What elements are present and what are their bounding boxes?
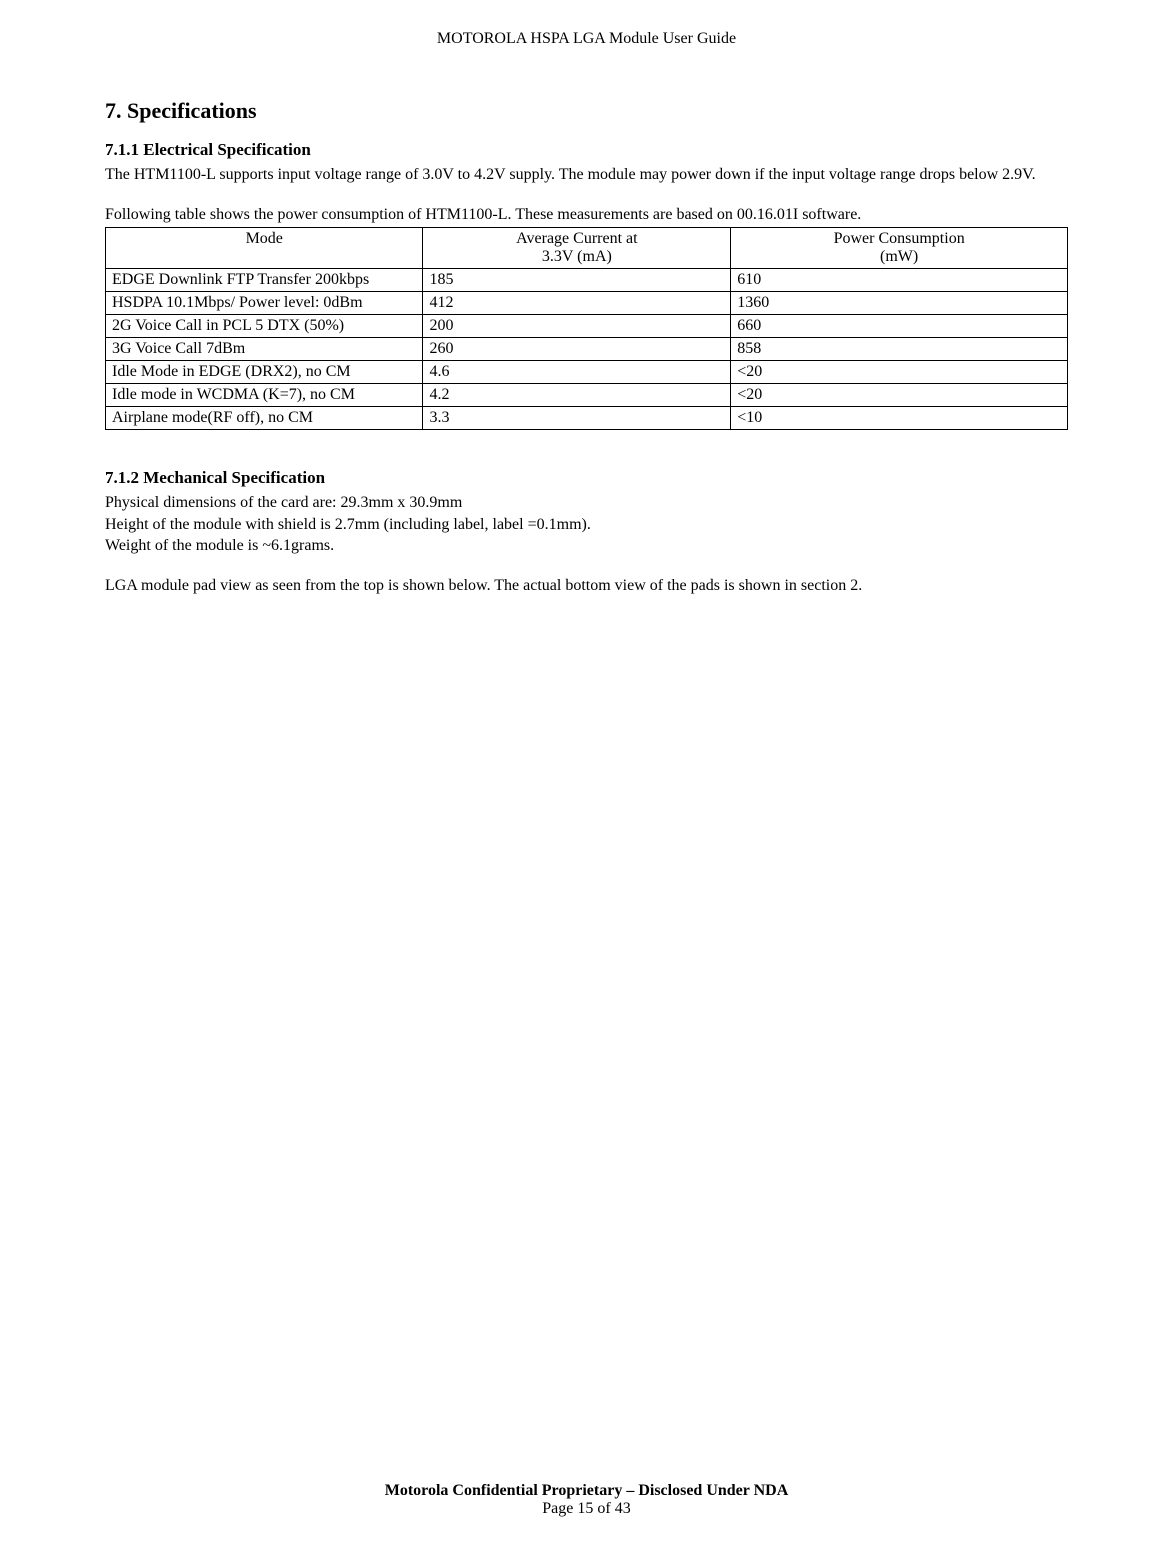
table-header-power-line1: Power Consumption (834, 230, 965, 247)
electrical-spec-heading: 7.1.1 Electrical Specification (105, 140, 1068, 160)
mechanical-line1: Physical dimensions of the card are: 29.… (105, 492, 1068, 514)
cell-power: <10 (731, 407, 1068, 430)
table-header-current: Average Current at 3.3V (mA) (423, 228, 731, 269)
cell-current: 4.6 (423, 361, 731, 384)
table-header-current-line2: 3.3V (mA) (542, 248, 612, 265)
cell-power: 610 (731, 269, 1068, 292)
table-row: EDGE Downlink FTP Transfer 200kbps 185 6… (106, 269, 1068, 292)
cell-power: 1360 (731, 292, 1068, 315)
document-page: MOTOROLA HSPA LGA Module User Guide 7. S… (0, 0, 1173, 1548)
table-header-current-line1: Average Current at (516, 230, 637, 247)
footer-confidential: Motorola Confidential Proprietary – Disc… (0, 1482, 1173, 1500)
cell-mode: 2G Voice Call in PCL 5 DTX (50%) (106, 315, 423, 338)
footer-page-number: Page 15 of 43 (0, 1500, 1173, 1518)
mechanical-line2: Height of the module with shield is 2.7m… (105, 514, 1068, 536)
table-header-power: Power Consumption (mW) (731, 228, 1068, 269)
mechanical-line3: Weight of the module is ~6.1grams. (105, 535, 1068, 557)
page-header: MOTOROLA HSPA LGA Module User Guide (105, 30, 1068, 48)
table-row: Idle mode in WCDMA (K=7), no CM 4.2 <20 (106, 384, 1068, 407)
cell-current: 4.2 (423, 384, 731, 407)
mechanical-spec-heading: 7.1.2 Mechanical Specification (105, 468, 1068, 488)
cell-current: 185 (423, 269, 731, 292)
table-header-row: Mode Average Current at 3.3V (mA) Power … (106, 228, 1068, 269)
cell-power: <20 (731, 361, 1068, 384)
cell-mode: Idle Mode in EDGE (DRX2), no CM (106, 361, 423, 384)
cell-mode: Idle mode in WCDMA (K=7), no CM (106, 384, 423, 407)
cell-current: 260 (423, 338, 731, 361)
cell-mode: Airplane mode(RF off), no CM (106, 407, 423, 430)
cell-mode: 3G Voice Call 7dBm (106, 338, 423, 361)
electrical-para2: Following table shows the power consumpt… (105, 204, 1068, 226)
section-title: 7. Specifications (105, 98, 1068, 124)
cell-current: 412 (423, 292, 731, 315)
power-consumption-table: Mode Average Current at 3.3V (mA) Power … (105, 227, 1068, 430)
table-row: 2G Voice Call in PCL 5 DTX (50%) 200 660 (106, 315, 1068, 338)
table-row: Idle Mode in EDGE (DRX2), no CM 4.6 <20 (106, 361, 1068, 384)
cell-power: <20 (731, 384, 1068, 407)
table-header-mode: Mode (106, 228, 423, 269)
cell-current: 200 (423, 315, 731, 338)
cell-power: 660 (731, 315, 1068, 338)
cell-mode: HSDPA 10.1Mbps/ Power level: 0dBm (106, 292, 423, 315)
cell-current: 3.3 (423, 407, 731, 430)
electrical-para1: The HTM1100-L supports input voltage ran… (105, 164, 1068, 186)
cell-mode: EDGE Downlink FTP Transfer 200kbps (106, 269, 423, 292)
table-header-mode-line1: Mode (246, 230, 283, 247)
table-row: HSDPA 10.1Mbps/ Power level: 0dBm 412 13… (106, 292, 1068, 315)
table-header-power-line2: (mW) (880, 248, 918, 265)
table-row: Airplane mode(RF off), no CM 3.3 <10 (106, 407, 1068, 430)
cell-power: 858 (731, 338, 1068, 361)
table-row: 3G Voice Call 7dBm 260 858 (106, 338, 1068, 361)
page-footer: Motorola Confidential Proprietary – Disc… (0, 1482, 1173, 1518)
mechanical-para2: LGA module pad view as seen from the top… (105, 575, 1068, 597)
